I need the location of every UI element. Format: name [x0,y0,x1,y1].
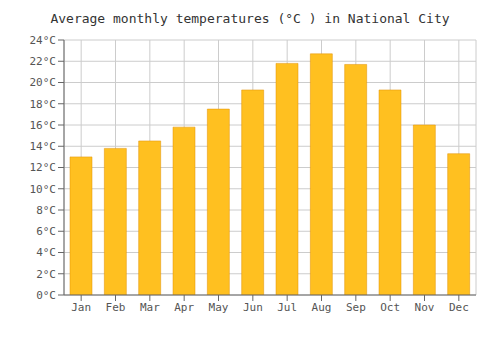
svg-text:Feb: Feb [106,301,126,314]
svg-text:22°C: 22°C [30,55,57,68]
svg-text:Jun: Jun [243,301,263,314]
svg-text:20°C: 20°C [30,76,57,89]
svg-text:18°C: 18°C [30,98,57,111]
svg-text:12°C: 12°C [30,161,57,174]
html-text:Average monthly temperatures (: Average monthly temperatures (°C ) in Na… [50,11,450,26]
svg-text:Nov: Nov [415,301,435,314]
svg-text:16°C: 16°C [30,119,57,132]
svg-text:Jan: Jan [71,301,91,314]
svg-text:2°C: 2°C [36,268,56,281]
svg-text:Aug: Aug [312,301,332,314]
svg-text:Sep: Sep [346,301,366,314]
svg-text:4°C: 4°C [36,246,56,259]
svg-text:Mar: Mar [140,301,160,314]
svg-text:14°C: 14°C [30,140,57,153]
svg-text:0°C: 0°C [36,289,56,302]
svg-text:Apr: Apr [174,301,194,314]
svg-text:Jul: Jul [277,301,297,314]
svg-text:6°C: 6°C [36,225,56,238]
svg-text:Oct: Oct [380,301,400,314]
svg-text:24°C: 24°C [30,34,57,47]
svg-text:10°C: 10°C [30,183,57,196]
svg-text:May: May [209,301,229,314]
svg-text:Dec: Dec [449,301,469,314]
svg-text:8°C: 8°C [36,204,56,217]
